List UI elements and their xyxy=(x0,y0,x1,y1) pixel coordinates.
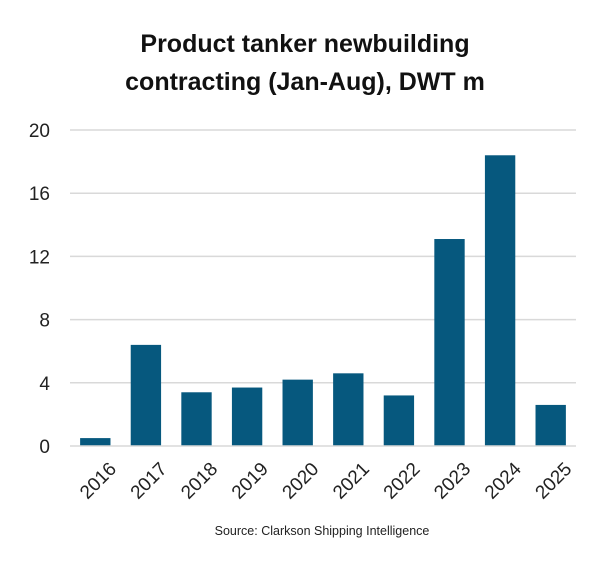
source-note: Source: Clarkson Shipping Intelligence xyxy=(215,524,430,538)
y-tick-label: 16 xyxy=(29,184,50,205)
x-tick-label: 2022 xyxy=(380,459,425,504)
x-tick-label: 2020 xyxy=(279,459,324,504)
x-tick-label: 2021 xyxy=(329,459,374,504)
bar-2019 xyxy=(231,387,263,446)
bar-2016 xyxy=(80,438,111,446)
bar-2024 xyxy=(484,155,516,446)
x-axis-tick-labels: 2016 2017 2018 2019 2020 2021 2022 2023 2024 2025 xyxy=(76,458,576,503)
y-tick-label: 0 xyxy=(39,437,50,458)
y-axis-tick-labels: 0 4 8 12 16 20 xyxy=(29,121,51,458)
x-tick-label: 2018 xyxy=(177,459,222,504)
bar-2018 xyxy=(181,392,212,446)
x-tick-label: 2023 xyxy=(430,459,475,504)
bar-2025 xyxy=(535,404,566,446)
x-tick-label: 2025 xyxy=(532,459,577,504)
y-tick-label: 12 xyxy=(29,247,50,268)
bar-2023 xyxy=(434,239,465,446)
y-tick-label: 4 xyxy=(39,374,50,395)
bar-2017 xyxy=(130,344,162,446)
y-tick-label: 20 xyxy=(29,121,50,142)
x-tick-label: 2019 xyxy=(228,459,273,504)
x-tick-label: 2024 xyxy=(481,458,526,503)
chart-title-line-1: Product tanker newbuilding xyxy=(140,30,469,58)
x-tick-label: 2016 xyxy=(76,459,121,504)
y-tick-label: 8 xyxy=(39,311,50,332)
chart-title-line-2: contracting (Jan-Aug), DWT m xyxy=(125,68,485,96)
x-tick-label: 2017 xyxy=(127,459,172,504)
bar-2022 xyxy=(383,395,415,446)
bars xyxy=(80,155,566,446)
bar-2021 xyxy=(333,373,364,446)
bar-2020 xyxy=(282,379,313,446)
